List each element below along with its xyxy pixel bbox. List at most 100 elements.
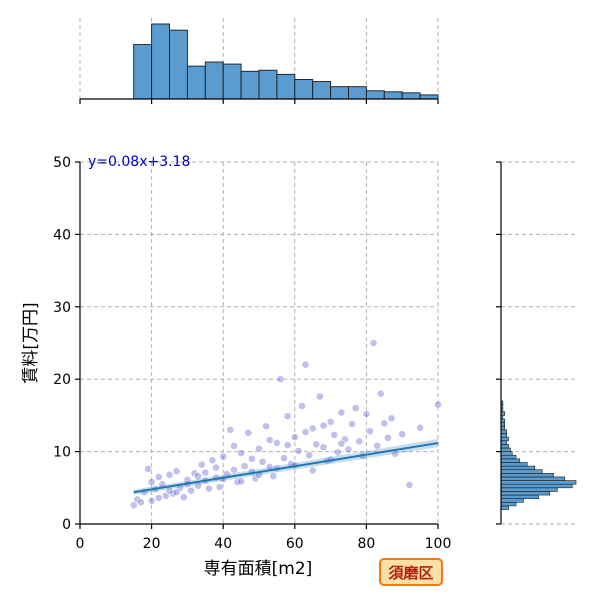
scatter-point	[147, 496, 156, 505]
scatter-point	[298, 402, 306, 410]
x-histogram-bar	[419, 94, 439, 100]
scatter-point	[383, 433, 392, 442]
scatter-point	[265, 436, 274, 444]
scatter-point	[226, 425, 235, 434]
y-histogram-bar	[500, 447, 511, 452]
scatter-point	[351, 404, 360, 413]
x-tick-label: 60	[286, 536, 304, 552]
y-histogram-bar	[500, 501, 517, 507]
scatter-point	[172, 488, 181, 497]
x-tick-label: 100	[425, 536, 452, 552]
x-tick-label: 0	[76, 536, 85, 552]
scatter-point	[197, 460, 206, 469]
y-histogram-bar	[500, 429, 507, 434]
scatter-point	[398, 430, 407, 439]
scatter-point	[212, 463, 220, 472]
y-histogram-bar	[500, 440, 507, 445]
x-histogram-bar	[294, 79, 314, 100]
scatter-point	[376, 389, 385, 398]
scatter-point	[434, 400, 442, 409]
scatter-point	[301, 428, 310, 436]
district-badge-box	[379, 558, 443, 586]
x-histogram-bar	[240, 70, 260, 100]
x-histogram-bar	[169, 29, 188, 100]
regression-line	[133, 442, 439, 494]
scatter-point	[136, 498, 145, 507]
district-badge-label: 須磨区	[387, 564, 433, 582]
scatter-point	[154, 473, 163, 481]
y-histogram-bar	[500, 465, 536, 470]
scatter-point	[337, 408, 346, 417]
x-histogram-bar	[312, 81, 332, 100]
y-histogram-bar	[500, 433, 507, 438]
scatter-point	[283, 412, 292, 421]
scatter-point	[315, 392, 324, 401]
scatter-point	[269, 472, 278, 481]
scatter-point	[144, 465, 152, 473]
x-histogram-bar	[276, 73, 296, 100]
x-tick-label: 40	[214, 536, 232, 552]
scatter-point	[333, 448, 342, 457]
scatter-point	[194, 472, 203, 481]
regression-equation-label: y=0.08x+3.18	[88, 154, 190, 170]
x-tick-label: 80	[357, 536, 375, 552]
scatter-point	[380, 419, 389, 428]
scatter-point	[319, 443, 328, 452]
scatter-point	[319, 421, 328, 430]
x-histogram-bar	[151, 23, 170, 100]
y-histogram-bar	[500, 480, 577, 485]
scatter-point	[366, 427, 374, 436]
y-histogram-bar	[500, 444, 509, 449]
y-tick-label: 10	[53, 445, 71, 461]
scatter-point	[208, 456, 217, 465]
y-histogram-bar	[500, 469, 543, 474]
scatter-point	[262, 422, 271, 431]
y-histogram-bar	[500, 436, 509, 442]
y-tick-label: 40	[53, 227, 71, 243]
y-histogram-bar	[500, 498, 524, 503]
scatter-point	[405, 481, 414, 489]
x-histogram-bar	[186, 65, 206, 100]
scatter-point	[258, 457, 267, 466]
y-histogram-bar	[500, 458, 521, 463]
scatter-point	[276, 375, 285, 384]
y-histogram-bar	[500, 454, 517, 460]
y-histogram-bar	[500, 476, 566, 481]
regression-line-group	[133, 439, 439, 495]
scatter-point	[230, 441, 238, 450]
x-histogram-bar	[348, 86, 367, 100]
scatter-point	[312, 440, 321, 449]
scatter-point	[272, 439, 281, 447]
scatter-point	[294, 446, 303, 455]
scatter-point	[215, 483, 224, 491]
y-tick-label: 50	[53, 155, 71, 171]
scatter-point	[355, 437, 364, 446]
main-axes: 0 20 40 60 80 100 0 10 20 30 40 50	[53, 155, 451, 552]
x-histogram-bar	[401, 92, 421, 100]
x-histogram-bar	[133, 44, 153, 100]
scatter-point	[362, 410, 371, 418]
x-axis-title: 専有面積[m2]	[204, 559, 313, 579]
y-histogram-bar	[500, 494, 539, 499]
x-histogram-bar	[222, 63, 242, 100]
y-histogram-bar	[500, 483, 573, 489]
y-marginal-histogram	[496, 161, 578, 525]
scatter-point	[244, 428, 253, 437]
scatter-point	[308, 424, 317, 433]
scatter-point	[308, 466, 317, 475]
y-histogram-bar	[500, 451, 513, 456]
y-histogram-bar	[500, 491, 551, 496]
scatter-point	[373, 441, 382, 450]
x-histogram-bar	[204, 61, 224, 100]
scatter-point	[172, 467, 181, 476]
y-tick-label: 0	[62, 517, 71, 533]
scatter-point	[330, 431, 339, 439]
scatter-point	[154, 494, 163, 502]
scatter-point	[247, 454, 256, 463]
district-badge: 須磨区	[379, 558, 443, 586]
scatter-point	[165, 470, 174, 479]
scatter-point	[387, 414, 396, 423]
scatter-point	[337, 439, 346, 448]
x-histogram-bar	[383, 91, 403, 100]
